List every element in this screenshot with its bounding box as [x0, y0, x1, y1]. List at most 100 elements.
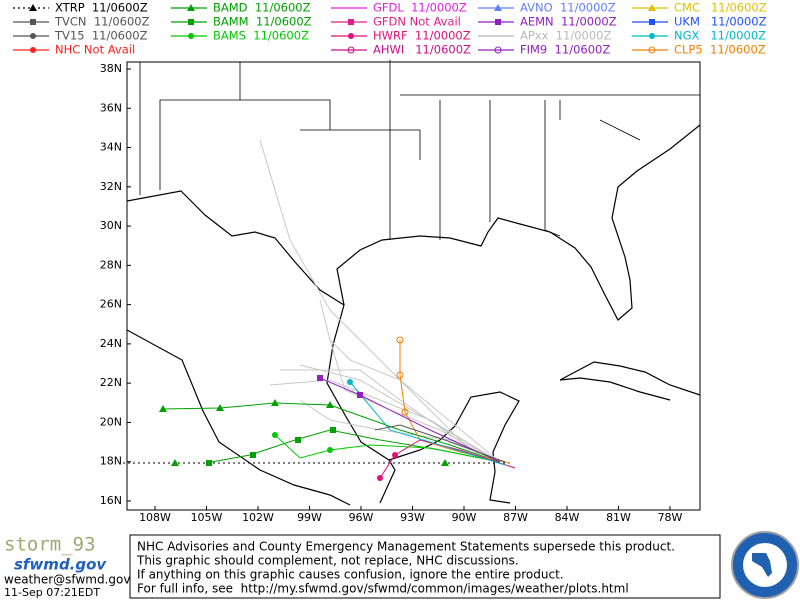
legend-marker [648, 46, 656, 54]
legend-label: AEMN 11/0000Z [520, 15, 617, 29]
legend-marker [648, 4, 656, 11]
legend-marker [188, 33, 194, 39]
legend-marker [494, 46, 502, 54]
circle-marker [272, 432, 278, 438]
notice-line: This graphic should complement, not repl… [136, 554, 519, 568]
legend-label: AHWI 11/0600Z [373, 43, 471, 57]
ring-marker [401, 408, 409, 416]
legend-label: UKM 11/0000Z [674, 15, 767, 29]
legend-marker [30, 33, 36, 39]
storm-name: storm_93 [4, 534, 96, 556]
legend-marker [347, 46, 355, 54]
legend-marker [29, 4, 37, 11]
legend-marker [187, 4, 195, 11]
legend-label: FIM9 11/0600Z [520, 43, 610, 57]
lon-label: 78W [658, 511, 683, 524]
lon-label: 99W [297, 511, 322, 524]
apxx-tracks [259, 139, 501, 463]
legend-marker [494, 4, 502, 11]
cuba [559, 361, 701, 401]
map-frame [126, 61, 701, 511]
circle-marker [392, 452, 398, 458]
axis-labels: 38N 36N 34N 32N 30N 28N 26N 24N 22N 20N 18N 16N 108W… [100, 62, 683, 524]
lat-label: 24N [100, 337, 122, 350]
gulf-coast [326, 124, 701, 504]
legend-marker [649, 33, 655, 39]
lat-label: 32N [100, 180, 122, 193]
legend-marker [348, 33, 354, 39]
pacific-coast [126, 329, 351, 506]
square-marker [357, 392, 363, 398]
borders [139, 60, 700, 240]
notice: NHC Advisories and County Emergency Mana… [136, 540, 675, 596]
legend-label: TVCN 11/0600Z [54, 15, 150, 29]
lat-label: 16N [100, 494, 122, 507]
circle-marker [347, 379, 353, 385]
hwrf-track [379, 439, 516, 479]
lon-label: 102W [242, 511, 274, 524]
tvcn-track [374, 424, 506, 463]
legend-label: XTRP 11/0600Z [55, 1, 148, 15]
lon-label: 87W [503, 511, 528, 524]
lat-label: 30N [100, 219, 122, 232]
timestamp: 11-Sep 07:21EDT [4, 586, 100, 599]
legend-label: BAMS 11/0600Z [213, 29, 309, 43]
legend-label: AVNO 11/0000Z [520, 1, 616, 15]
lon-label: 81W [606, 511, 631, 524]
notice-line: If anything on this graphic causes confu… [137, 568, 564, 582]
site-logo: sfwmd.gov [14, 556, 107, 574]
ring-marker [396, 336, 404, 344]
legend-marker [348, 19, 354, 25]
ngx-track [349, 381, 506, 466]
lat-label: 20N [100, 415, 122, 428]
yucatan-coast [388, 391, 520, 504]
notice-box [129, 534, 721, 599]
lon-label: 93W [400, 511, 425, 524]
legend-marker [188, 19, 194, 25]
lat-label: 22N [100, 376, 122, 389]
square-marker [317, 375, 323, 381]
lat-label: 18N [100, 455, 122, 468]
lat-label: 36N [100, 101, 122, 114]
lon-label: 108W [139, 511, 171, 524]
ring-marker [396, 371, 404, 379]
map: 38N 36N 34N 32N 30N 28N 26N 24N 22N 20N 18N 16N 108W… [100, 60, 701, 524]
bams-track [274, 434, 501, 463]
seal-florida [752, 553, 772, 577]
lon-label: 105W [191, 511, 223, 524]
legend-label: GFDN Not Avail [373, 15, 461, 29]
footer: storm_93 sfwmd.gov weather@sfwmd.gov 11-… [4, 531, 799, 599]
legend-label: BAMM 11/0600Z [213, 15, 312, 29]
email: weather@sfwmd.gov [4, 573, 130, 587]
lat-label: 38N [100, 62, 122, 75]
lat-label: 34N [100, 141, 122, 154]
legend-marker [30, 19, 36, 25]
legend-label: APxx 11/0000Z [520, 29, 611, 43]
lat-label: 26N [100, 298, 122, 311]
legend-label: TV15 11/0600Z [54, 29, 148, 43]
notice-line: NHC Advisories and County Emergency Mana… [137, 540, 675, 554]
circle-marker [327, 447, 333, 453]
lon-label: 90W [452, 511, 477, 524]
legend-label: HWRF 11/0000Z [373, 29, 471, 43]
legend-label: NHC Not Avail [55, 43, 135, 57]
legend-label: CMC 11/0600Z [674, 1, 767, 15]
lon-label: 96W [349, 511, 374, 524]
legend-marker [495, 19, 501, 25]
lat-label: 28N [100, 258, 122, 271]
legend-marker [649, 19, 655, 25]
notice-line: For full info, see http://my.sfwmd.gov/s… [137, 582, 629, 596]
us-mexico-border [126, 190, 345, 306]
lon-label: 84W [555, 511, 580, 524]
legend-label: BAMD 11/0600Z [213, 1, 311, 15]
track-markers [159, 336, 449, 481]
legend-label: GFDL 11/0000Z [373, 1, 467, 15]
coastlines [126, 60, 701, 506]
legend-marker [30, 47, 36, 53]
legend-label: CLP5 11/0600Z [674, 43, 766, 57]
circle-marker [377, 475, 383, 481]
legend-label: NGX 11/0000Z [674, 29, 766, 43]
aemn-track [319, 377, 501, 463]
